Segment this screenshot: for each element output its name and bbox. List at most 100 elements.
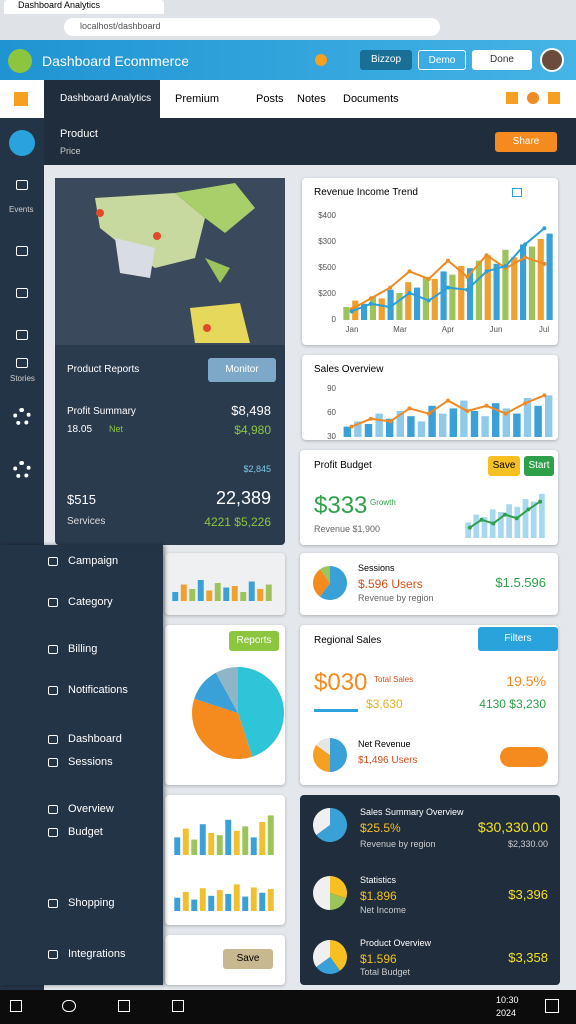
menu-item[interactable]: Overview [68, 803, 114, 815]
row-right-sub: $2,330.00 [507, 839, 548, 849]
bar [174, 837, 181, 855]
save-button[interactable]: Save [223, 949, 273, 969]
bar [223, 587, 230, 601]
row-value: $1.896 [360, 889, 397, 903]
menu-item[interactable]: Integrations [68, 948, 126, 960]
bar [385, 418, 394, 437]
menu-item[interactable]: Shopping [68, 897, 115, 909]
chart [174, 884, 274, 911]
bar [506, 504, 512, 538]
action-button[interactable] [500, 747, 548, 767]
bar [206, 590, 213, 601]
pie-slice [316, 957, 340, 974]
button-label: Done [490, 54, 514, 65]
pie-slice [330, 738, 347, 772]
reports-button[interactable]: Reports [229, 631, 279, 651]
rail-icon[interactable] [16, 330, 28, 340]
rail-icon[interactable] [16, 246, 28, 256]
value: $1.5.596 [495, 575, 546, 590]
sales-big: $030 [314, 669, 368, 696]
header-button[interactable]: Done [472, 50, 532, 70]
nav-item[interactable]: Documents [343, 93, 399, 105]
pie-slice [313, 876, 330, 910]
bar [250, 837, 257, 855]
save-button[interactable]: Save [488, 456, 520, 476]
menu-item[interactable]: Budget [68, 826, 103, 838]
settings-icon[interactable] [13, 461, 31, 479]
x-axis-label: Mar [393, 325, 407, 334]
menu-icon[interactable] [14, 92, 28, 106]
start-button[interactable]: Start [524, 456, 554, 476]
y-axis-label: 30 [327, 432, 336, 439]
header-button[interactable]: Demo [418, 50, 466, 70]
bar [440, 271, 447, 320]
net-value: $4,980 [234, 423, 271, 437]
menu-item[interactable]: Campaign [68, 555, 119, 567]
avatar[interactable] [540, 48, 564, 72]
filters-button[interactable]: Filters [478, 627, 558, 651]
pie-slice [194, 672, 238, 713]
icon[interactable] [548, 92, 560, 104]
bar [378, 298, 385, 320]
bar [174, 897, 181, 911]
map [55, 178, 285, 345]
bar [172, 592, 179, 601]
time: 10:30 [496, 995, 519, 1005]
services: Services [67, 516, 106, 527]
share-button[interactable]: Share [495, 132, 557, 152]
chart [192, 667, 284, 759]
rail-icon[interactable] [16, 288, 28, 298]
address-bar[interactable]: localhost/dashboard [64, 18, 440, 36]
nav-item[interactable]: Premium [175, 93, 220, 105]
browser-bar: Dashboard Analytics localhost/dashboard [0, 0, 576, 40]
line-point [491, 521, 496, 526]
profit-value: $8,498 [231, 403, 271, 418]
menu-item[interactable]: Dashboard [68, 733, 122, 745]
nav-item[interactable]: Notes [297, 93, 326, 105]
row-right: $30,330.00 [477, 819, 548, 835]
rail-icon[interactable] [16, 358, 28, 368]
icon[interactable] [527, 92, 539, 104]
bar [438, 413, 447, 437]
taskbar-icon[interactable] [62, 1000, 76, 1012]
bar [225, 819, 232, 855]
tab[interactable]: Dashboard Analytics [4, 0, 164, 14]
pie-slice [215, 667, 238, 713]
bar [216, 835, 223, 855]
bar [216, 890, 223, 911]
settings-icon[interactable] [13, 408, 31, 426]
regional-card: Regional Sales Filters $030 Total Sales … [300, 625, 558, 785]
taskbar-icon[interactable] [172, 1000, 184, 1012]
notify-icon[interactable] [545, 999, 559, 1013]
bar [360, 303, 368, 320]
card-title: Revenue Income Trend [314, 187, 418, 198]
bar [259, 822, 266, 855]
bar [354, 421, 362, 437]
button-label: Share [512, 136, 540, 147]
menu-item[interactable]: Billing [68, 643, 98, 655]
sales-card: Sales Overview 90 60 30 [302, 355, 558, 440]
header-button[interactable]: Bizzop [360, 50, 412, 70]
rail-icon[interactable] [9, 130, 35, 156]
menu-item[interactable]: Category [68, 596, 113, 608]
taskbar-icon[interactable] [10, 1000, 22, 1012]
x-axis-label: Jul [539, 325, 549, 334]
bar [523, 398, 532, 437]
expand-icon[interactable] [512, 188, 522, 197]
net-label: 18.05 [67, 424, 93, 435]
menu-item[interactable]: Sessions [68, 756, 113, 768]
chart [465, 493, 545, 538]
pie-slice [192, 698, 253, 759]
bar [242, 896, 249, 911]
bar [233, 884, 240, 911]
button-label: Bizzop [370, 54, 401, 65]
bar [387, 289, 394, 320]
rail-icon[interactable] [16, 180, 28, 190]
taskbar-icon[interactable] [118, 1000, 130, 1012]
card-title: Profit Budget [314, 460, 372, 471]
monitor-button[interactable]: Monitor [208, 358, 276, 382]
icon[interactable] [506, 92, 518, 104]
bar [431, 278, 438, 320]
nav-item[interactable]: Posts [256, 93, 284, 105]
menu-item[interactable]: Notifications [68, 684, 128, 696]
